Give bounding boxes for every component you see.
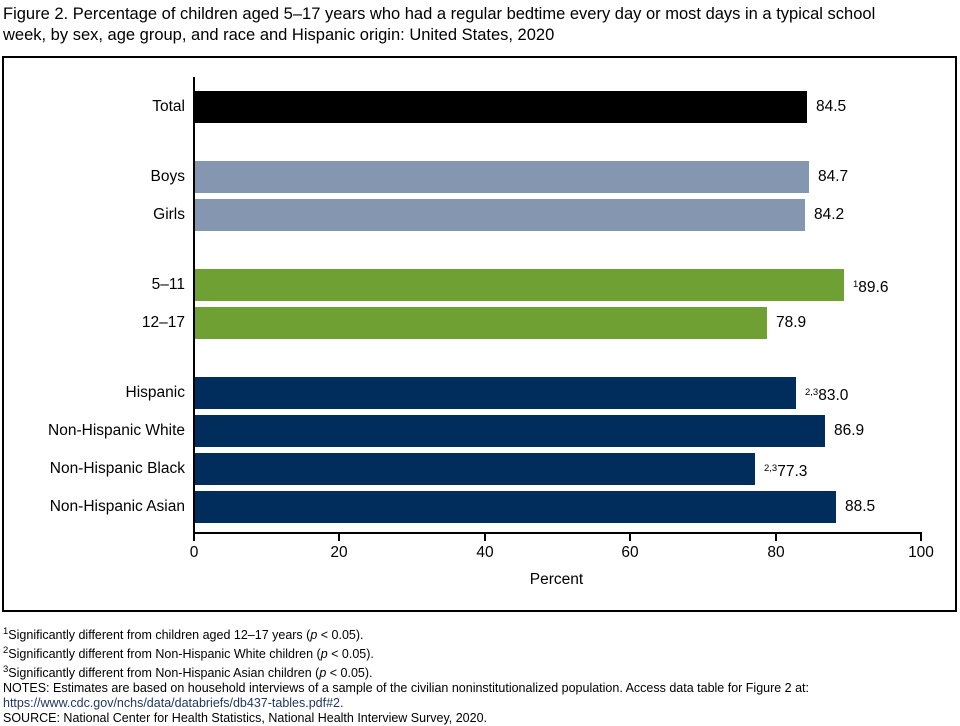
footnote-superscript: 3 [3, 664, 9, 675]
footnote-text: NOTES: Estimates are based on household … [3, 681, 810, 695]
x-tick-label-40: 40 [476, 544, 494, 561]
bar-non-hispanic-asian [195, 491, 836, 523]
footnote-text: Significantly different from Non-Hispani… [8, 666, 320, 680]
x-tick-label-60: 60 [621, 544, 639, 561]
value-label-non-hispanic-black: 2,377.3 [764, 463, 808, 480]
x-tick [775, 534, 777, 541]
value-label-non-hispanic-white: 86.9 [834, 422, 865, 439]
footnote-text: p [310, 628, 318, 642]
x-tick [920, 534, 922, 541]
value-label-12-17: 78.9 [776, 314, 807, 331]
footnote-text: < 0.05). [326, 666, 373, 680]
footnote-text: Significantly different from Non-Hispani… [8, 647, 321, 661]
value-label-non-hispanic-asian: 88.5 [845, 498, 876, 515]
x-axis-line [193, 532, 922, 534]
footnote-1: 1Significantly different from children a… [3, 624, 957, 643]
category-label-girls: Girls [153, 206, 185, 223]
x-tick [193, 534, 195, 541]
bar-non-hispanic-black [195, 453, 755, 485]
value-label-total: 84.5 [816, 98, 847, 115]
bar-boys [195, 161, 809, 193]
footnote-text: p [320, 647, 328, 661]
footnotes: 1Significantly different from children a… [3, 624, 957, 726]
value-label-boys: 84.7 [818, 168, 849, 185]
footnote-3: 3Significantly different from Non-Hispan… [3, 662, 957, 681]
value-superscript: 1 [853, 279, 859, 290]
value-label-hispanic: 2,383.0 [805, 387, 849, 404]
source-line: SOURCE: National Center for Health Stati… [3, 711, 957, 726]
footnote-superscript: 2 [3, 645, 9, 656]
x-tick-label-80: 80 [767, 544, 785, 561]
footnote-text: SOURCE: National Center for Health Stati… [3, 711, 488, 725]
category-label-hispanic: Hispanic [125, 384, 185, 401]
x-tick [629, 534, 631, 541]
bar-chart: Total 84.5 Boys 84.7 Girls 84.2 5–11 189.6 12–17… [4, 58, 955, 610]
footnote-text: < 0.05). [317, 628, 364, 642]
footnote-text: p [319, 666, 327, 680]
footnote-text: < 0.05). [327, 647, 374, 661]
value-superscript: 2,3 [805, 387, 819, 398]
footnote-2: 2Significantly different from Non-Hispan… [3, 643, 957, 662]
bar-5-11 [195, 269, 844, 301]
category-label-non-hispanic-white: Non-Hispanic White [48, 422, 185, 439]
data-table-link[interactable]: https://www.cdc.gov/nchs/data/databriefs… [3, 696, 957, 711]
footnote-superscript: 1 [3, 626, 9, 637]
value-label-girls: 84.2 [814, 206, 845, 223]
bar-total [195, 91, 807, 123]
bar-hispanic [195, 377, 796, 409]
x-tick-label-100: 100 [908, 544, 934, 561]
category-label-non-hispanic-black: Non-Hispanic Black [49, 460, 185, 477]
category-label-5-11: 5–11 [151, 276, 185, 293]
data-table-url[interactable]: https://www.cdc.gov/nchs/data/databriefs… [3, 696, 344, 710]
value-superscript: 2,3 [764, 463, 778, 474]
bar-non-hispanic-white [195, 415, 825, 447]
x-axis-label: Percent [529, 571, 584, 588]
category-label-non-hispanic-asian: Non-Hispanic Asian [49, 498, 185, 515]
category-label-total: Total [152, 98, 185, 115]
chart-container: Total 84.5 Boys 84.7 Girls 84.2 5–11 189.6 12–17… [2, 56, 957, 612]
figure-title: Figure 2. Percentage of children aged 5–… [3, 4, 955, 46]
footnote-text: Significantly different from children ag… [8, 628, 311, 642]
bar-12-17 [195, 307, 767, 339]
category-label-boys: Boys [150, 168, 185, 185]
y-axis-line [193, 77, 195, 534]
figure-title-line-2: week, by sex, age group, and race and Hi… [3, 26, 555, 44]
category-label-12-17: 12–17 [141, 314, 185, 331]
notes-line: NOTES: Estimates are based on household … [3, 681, 957, 696]
x-tick-label-0: 0 [189, 544, 199, 561]
x-tick [338, 534, 340, 541]
value-label-5-11: 189.6 [853, 279, 889, 296]
bar-girls [195, 199, 805, 231]
x-tick [484, 534, 486, 541]
figure-title-line-1: Figure 2. Percentage of children aged 5–… [3, 5, 876, 23]
x-tick-label-20: 20 [330, 544, 348, 561]
